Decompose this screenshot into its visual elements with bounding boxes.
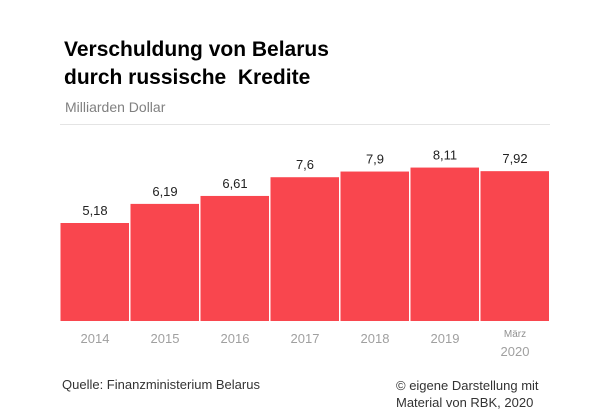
chart-title: Verschuldung von Belarus durch russische… bbox=[64, 38, 329, 89]
value-label: 8,11 bbox=[433, 148, 457, 163]
credit-note: © eigene Darstellung mit Material von RB… bbox=[396, 377, 539, 411]
x-tick-label: 2018 bbox=[361, 331, 390, 346]
source-note: Quelle: Finanzministerium Belarus bbox=[62, 377, 260, 392]
bar bbox=[270, 177, 339, 321]
x-tick-label: 2020 bbox=[501, 344, 530, 359]
x-tick-label: 2014 bbox=[81, 331, 110, 346]
x-tick-label: 2017 bbox=[291, 331, 320, 346]
credit-line-2: Material von RBK, 2020 bbox=[396, 395, 534, 410]
value-label: 5,18 bbox=[82, 203, 107, 218]
value-label: 6,19 bbox=[152, 184, 177, 199]
bar bbox=[60, 223, 129, 321]
value-label: 6,61 bbox=[222, 176, 247, 191]
value-label: 7,9 bbox=[366, 152, 384, 167]
value-label: 7,6 bbox=[296, 157, 314, 172]
bar bbox=[410, 167, 479, 321]
x-tick-label: 2019 bbox=[431, 331, 460, 346]
bar bbox=[130, 203, 199, 321]
x-tick-label: 2016 bbox=[221, 331, 250, 346]
x-tick-label: März bbox=[504, 329, 526, 340]
bar bbox=[480, 171, 549, 321]
chart-subtitle: Milliarden Dollar bbox=[65, 99, 166, 115]
bar bbox=[340, 171, 409, 321]
x-tick-label: 2015 bbox=[151, 331, 180, 346]
bar bbox=[200, 195, 269, 321]
value-label: 7,92 bbox=[502, 151, 527, 166]
credit-line-1: © eigene Darstellung mit bbox=[396, 378, 539, 393]
